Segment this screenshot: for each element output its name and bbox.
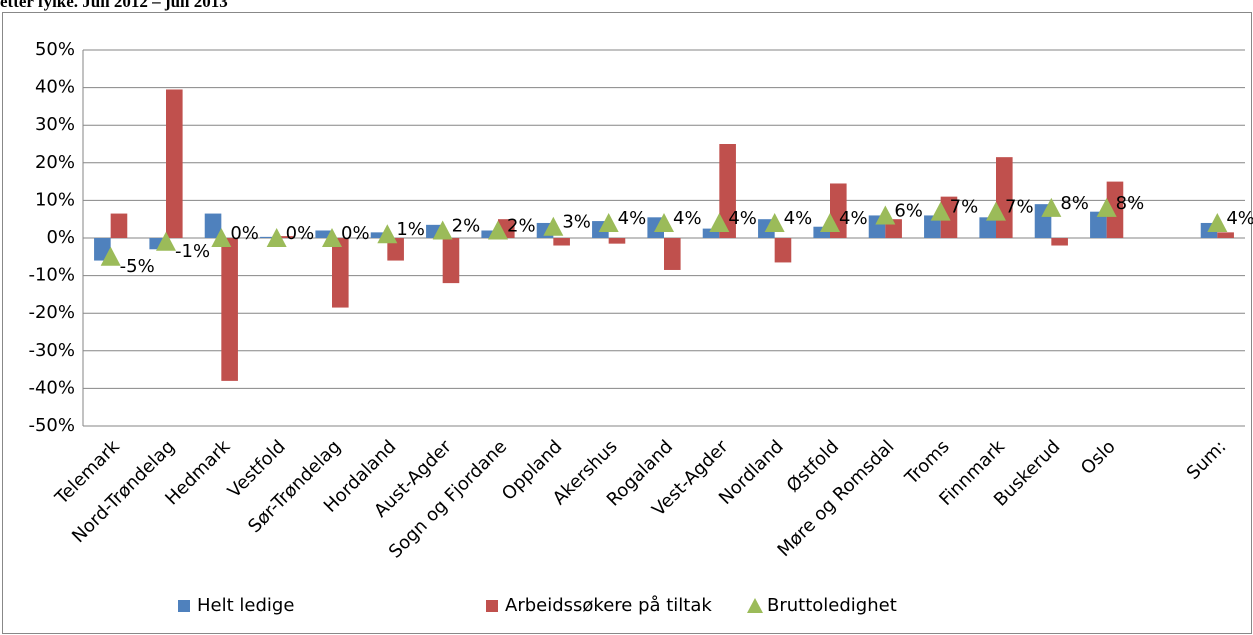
data-label: 0% — [286, 223, 315, 244]
legend-swatch — [486, 600, 498, 612]
marker — [820, 212, 840, 232]
bar — [110, 213, 128, 238]
bar — [924, 215, 941, 238]
data-label: 7% — [1005, 197, 1034, 218]
bar — [370, 232, 388, 238]
y-tick-label: 20% — [35, 152, 75, 173]
y-tick-label: -20% — [28, 302, 75, 323]
bar — [442, 238, 460, 284]
bar — [315, 230, 332, 238]
bar — [813, 226, 830, 238]
bar — [387, 238, 404, 261]
bar — [608, 238, 626, 244]
bar — [664, 238, 681, 270]
bar — [1106, 181, 1124, 238]
legend-swatch — [747, 598, 763, 613]
data-label: 3% — [562, 212, 591, 233]
bar — [166, 89, 183, 238]
legend-label: Helt ledige — [197, 595, 294, 616]
data-label: 4% — [728, 208, 757, 229]
marker — [598, 212, 619, 232]
bar — [553, 238, 570, 246]
y-tick-label: 40% — [35, 77, 75, 98]
bar — [481, 230, 498, 238]
legend-label: Bruttoledighet — [767, 595, 897, 616]
marker — [654, 212, 674, 232]
bar — [719, 144, 736, 238]
y-tick-label: 50% — [35, 39, 75, 60]
marker — [1096, 197, 1117, 217]
marker — [266, 228, 287, 247]
data-label: -5% — [120, 256, 155, 277]
y-tick-label: 10% — [35, 189, 75, 210]
marker — [1041, 197, 1062, 217]
marker — [322, 228, 342, 247]
data-label: 1% — [396, 219, 425, 240]
marker — [930, 201, 951, 221]
y-tick-label: -50% — [28, 415, 75, 436]
data-label: 6% — [894, 200, 923, 221]
marker — [100, 246, 121, 266]
data-label: 8% — [1060, 193, 1089, 214]
y-tick-label: -30% — [28, 340, 75, 361]
marker — [1207, 212, 1228, 232]
bar — [774, 238, 792, 263]
bar — [221, 238, 238, 381]
marker — [156, 231, 176, 251]
bar — [702, 228, 720, 238]
data-label: -1% — [175, 241, 210, 262]
data-label: 8% — [1116, 193, 1145, 214]
marker — [211, 228, 232, 247]
marker — [986, 201, 1006, 221]
marker — [488, 220, 508, 240]
marker — [709, 212, 730, 232]
bar — [940, 196, 958, 238]
marker — [543, 216, 564, 236]
data-label: 4% — [1226, 208, 1253, 229]
bar — [1090, 211, 1107, 238]
data-label: 0% — [341, 223, 370, 244]
data-label: 4% — [839, 208, 868, 229]
chart-title: etter fylke. Juli 2012 – juli 2013 — [0, 0, 228, 11]
bar — [1217, 232, 1234, 238]
bar — [1051, 238, 1068, 246]
bar — [204, 213, 222, 238]
bar — [979, 217, 996, 238]
bar — [149, 238, 166, 250]
data-label: 4% — [673, 208, 702, 229]
legend-label: Arbeidssøkere på tiltak — [505, 595, 712, 616]
marker — [875, 205, 896, 225]
data-label: 4% — [784, 208, 813, 229]
data-label: 4% — [618, 208, 647, 229]
marker — [432, 220, 453, 240]
chart-frame — [2, 12, 1252, 634]
y-tick-label: 30% — [35, 114, 75, 135]
y-tick-label: -40% — [28, 377, 75, 398]
legend-swatch — [178, 600, 190, 612]
bar — [332, 238, 349, 308]
data-label: 0% — [230, 223, 259, 244]
y-tick-label: 0% — [46, 227, 75, 248]
marker — [764, 212, 785, 232]
data-label: 2% — [507, 215, 536, 236]
data-label: 2% — [452, 215, 481, 236]
bar — [276, 236, 294, 238]
data-label: 7% — [950, 197, 979, 218]
y-tick-label: -10% — [28, 265, 75, 286]
marker — [377, 224, 398, 244]
bar — [260, 236, 277, 238]
